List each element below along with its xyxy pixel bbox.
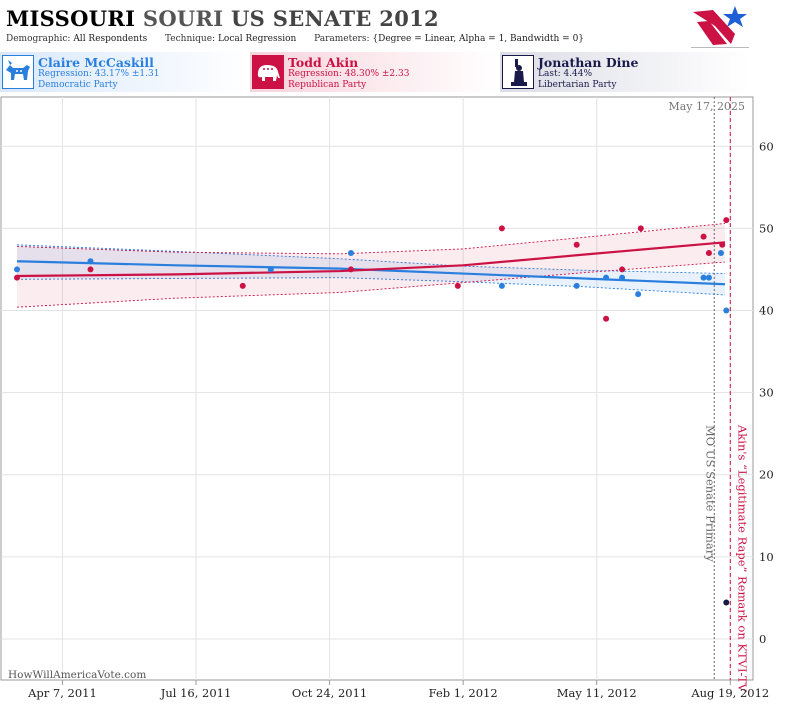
poll-point-1: [705, 250, 712, 257]
poll-point-1: [723, 217, 730, 224]
poll-point-2: [723, 599, 730, 606]
poll-point-1: [573, 241, 580, 248]
poll-point-0: [619, 274, 626, 281]
y-tick-label: 0: [759, 632, 766, 646]
poll-chart: MO US Senate Primary Akin's “Legitimate R…: [0, 96, 774, 700]
poll-point-1: [700, 233, 707, 240]
parameters-line: Demographic: All Respondents Technique: …: [6, 34, 584, 44]
poll-point-1: [603, 315, 610, 322]
band-upper-1: [17, 223, 725, 255]
x-tick-label: Apr 7, 2011: [27, 686, 97, 700]
statue-of-liberty-icon: [502, 55, 534, 89]
poll-point-0: [573, 282, 580, 289]
elephant-icon: [252, 55, 284, 89]
date-label: May 17, 2025: [668, 100, 745, 113]
chart-header: MISSOURI SOURI US SENATE 2012 Demographi…: [0, 0, 789, 50]
candidate-card-akin: Todd Akin Regression: 48.30% ±2.33 Repub…: [250, 52, 498, 92]
poll-point-0: [347, 250, 354, 257]
event-label-0: MO US Senate Primary: [703, 425, 717, 562]
candidate-name: Jonathan Dine: [538, 55, 639, 70]
candidate-last: Last: 4.44%: [538, 69, 593, 79]
x-tick-label: Oct 24, 2011: [292, 686, 367, 700]
candidate-legend: Claire McCaskill Regression: 43.17% ±1.3…: [0, 52, 789, 94]
x-tick-labels: Apr 7, 2011 Jul 16, 2011 Oct 24, 2011 Feb 1…: [27, 686, 769, 700]
event-label-1: Akin's “Legitimate Rape” Remark on KTVI-…: [735, 424, 749, 693]
candidate-regression: Regression: 43.17% ±1.31: [38, 69, 160, 79]
title-state-suffix: SOURI: [142, 6, 224, 31]
event-markers: MO US Senate Primary Akin's “Legitimate R…: [703, 97, 749, 693]
poll-point-0: [717, 250, 724, 257]
y-tick-label: 50: [759, 221, 774, 235]
poll-point-1: [454, 282, 461, 289]
poll-point-1: [719, 241, 726, 248]
technique-label: Technique:: [165, 34, 216, 44]
watermark: HowWillAmericaVote.com: [8, 669, 146, 681]
candidate-name: Claire McCaskill: [38, 55, 154, 70]
band-upper-0: [17, 244, 725, 274]
poll-point-0: [723, 307, 730, 314]
candidate-name: Todd Akin: [288, 55, 359, 70]
donkey-icon: [2, 55, 34, 89]
poll-point-1: [498, 225, 505, 232]
y-tick-label: 40: [759, 303, 774, 317]
parameters-value: {Degree = Linear, Alpha = 1, Bandwidth =…: [372, 34, 585, 44]
y-tick-labels: 0 10 20 30 40 50 60: [759, 139, 774, 646]
x-tick-label: Feb 1, 2012: [429, 686, 498, 700]
title-state: MISSOURI: [6, 6, 136, 31]
band-lower-1: [17, 261, 725, 308]
y-tick-label: 60: [759, 139, 774, 153]
x-tick-label: May 11, 2012: [557, 686, 637, 700]
demographic-value: All Respondents: [73, 34, 148, 44]
poll-point-0: [14, 266, 21, 273]
candidate-card-dine: Jonathan Dine Last: 4.44% Libertarian Pa…: [500, 52, 748, 92]
poll-point-0: [603, 274, 610, 281]
y-tick-label: 20: [759, 468, 774, 482]
poll-point-0: [700, 274, 707, 281]
poll-point-1: [637, 225, 644, 232]
demographic-label: Demographic:: [6, 34, 71, 44]
x-tick-label: Jul 16, 2011: [160, 686, 232, 700]
poll-point-1: [87, 266, 94, 273]
confidence-band-1: [17, 223, 725, 308]
trend-line-1: [17, 241, 726, 278]
y-tick-label: 10: [759, 550, 774, 564]
poll-point-1: [347, 266, 354, 273]
poll-point-0: [635, 291, 642, 298]
site-logo-icon: [691, 6, 749, 48]
band-lower-0: [17, 277, 725, 296]
poll-points: [14, 217, 730, 606]
poll-point-0: [267, 266, 274, 273]
poll-point-1: [14, 274, 21, 281]
poll-point-1: [239, 282, 246, 289]
technique-value: Local Regression: [217, 34, 297, 44]
candidate-party: Libertarian Party: [538, 80, 617, 90]
candidate-party: Republican Party: [288, 80, 367, 90]
title-race: US SENATE 2012: [231, 6, 439, 31]
chart-title: MISSOURI SOURI US SENATE 2012: [6, 6, 439, 31]
candidate-party: Democratic Party: [38, 80, 118, 90]
candidate-regression: Regression: 48.30% ±2.33: [288, 69, 410, 79]
poll-point-0: [705, 274, 712, 281]
y-tick-label: 30: [759, 386, 774, 400]
parameters-label: Parameters:: [314, 34, 370, 44]
candidate-card-mccaskill: Claire McCaskill Regression: 43.17% ±1.3…: [0, 52, 248, 92]
poll-point-0: [498, 282, 505, 289]
poll-point-0: [87, 258, 94, 265]
poll-point-1: [619, 266, 626, 273]
x-tick-label: Aug 19, 2012: [690, 686, 769, 700]
plot-frame: [0, 96, 754, 681]
